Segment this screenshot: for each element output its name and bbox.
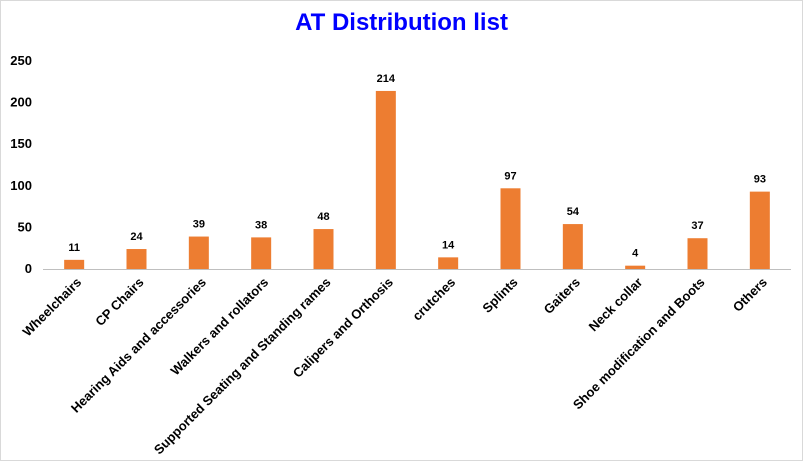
y-tick-label: 250	[10, 53, 32, 68]
category-label: Others	[730, 275, 770, 315]
bar	[313, 229, 334, 269]
bar	[562, 224, 583, 269]
y-tick-label: 0	[25, 261, 32, 276]
bar	[188, 236, 209, 269]
data-label: 11	[68, 242, 80, 254]
category-label: Hearing Aids and accessories	[68, 275, 209, 416]
bar	[64, 259, 85, 269]
y-axis-ticks: 0 50 100 150 200 250	[10, 53, 32, 276]
category-label: CP Chairs	[92, 275, 146, 329]
y-tick-label: 100	[10, 178, 32, 193]
category-label: Neck collar	[586, 275, 646, 335]
data-label: 54	[567, 206, 580, 218]
data-label: 14	[442, 239, 455, 251]
data-label: 4	[632, 248, 639, 260]
category-label: crutches	[409, 275, 458, 324]
data-label: 37	[691, 220, 703, 232]
category-label: Shoe modification and Boots	[570, 275, 708, 413]
bar	[251, 237, 272, 269]
category-label: Splints	[479, 275, 520, 316]
data-label: 38	[255, 219, 267, 231]
y-tick-label: 50	[18, 219, 32, 234]
bar	[687, 238, 708, 269]
bar	[625, 265, 646, 269]
category-label: Gaiters	[541, 275, 583, 317]
data-labels: 11 24 39 38 48 214 14 97 54 4 37 93	[68, 73, 766, 260]
data-label: 93	[754, 174, 766, 186]
data-label: 48	[317, 211, 329, 223]
bar	[438, 257, 459, 269]
bar	[126, 249, 147, 269]
data-label: 214	[377, 73, 396, 85]
data-label: 97	[504, 170, 516, 182]
category-label: Wheelchairs	[20, 275, 85, 340]
y-tick-label: 200	[10, 95, 32, 110]
bar	[375, 90, 396, 270]
data-label: 39	[193, 219, 205, 231]
y-tick-label: 150	[10, 136, 32, 151]
bar	[500, 188, 521, 269]
chart-title: AT Distribution list	[295, 9, 508, 36]
data-label: 24	[130, 231, 143, 243]
bars	[64, 90, 770, 270]
bar	[749, 191, 770, 269]
